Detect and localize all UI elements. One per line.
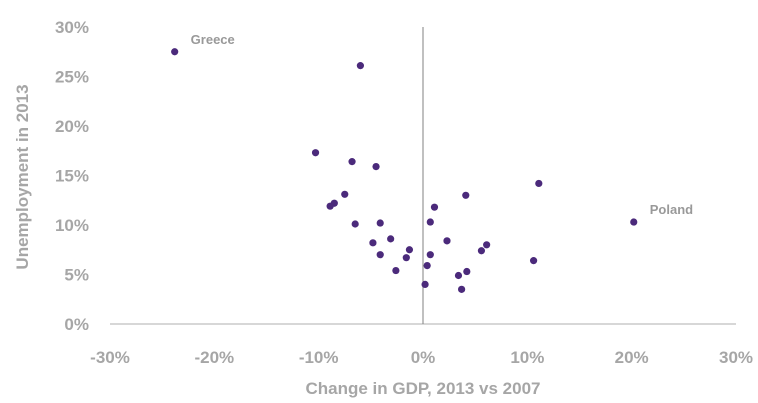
data-point	[311, 149, 320, 157]
data-point	[392, 266, 400, 275]
point-annotation: Poland	[650, 202, 693, 217]
data-point	[454, 271, 463, 280]
data-point	[326, 202, 334, 210]
data-point	[529, 257, 538, 265]
data-point	[421, 280, 429, 288]
data-point	[171, 48, 179, 56]
data-point	[462, 191, 470, 199]
data-point	[402, 254, 410, 262]
axes-group: 0% 5% 10% 15% 20% 25% 30% -30% -20% -10% 0% 10% 20% 3…	[55, 18, 753, 367]
data-point	[458, 285, 466, 293]
points-group	[171, 48, 638, 293]
y-tick-label: 15%	[55, 167, 89, 186]
y-tick-label: 30%	[55, 18, 89, 37]
x-tick-label: 0%	[411, 348, 436, 367]
data-point	[443, 237, 451, 245]
data-point	[341, 190, 349, 198]
data-point	[372, 162, 380, 171]
x-axis-title: Change in GDP, 2013 vs 2007	[306, 379, 541, 398]
y-axis-title: Unemployment in 2013	[13, 84, 32, 269]
data-point	[376, 219, 384, 227]
data-point	[376, 251, 384, 259]
data-point	[535, 179, 543, 188]
y-tick-label: 0%	[64, 315, 89, 334]
x-tick-label: 20%	[615, 348, 649, 367]
data-point	[348, 158, 356, 166]
y-tick-label: 10%	[55, 216, 89, 235]
y-tick-label: 5%	[64, 266, 89, 285]
data-point	[463, 267, 471, 276]
y-tick-label: 25%	[55, 68, 89, 87]
data-point	[387, 235, 395, 243]
x-tick-label: 10%	[510, 348, 544, 367]
data-point	[423, 261, 431, 270]
data-point	[477, 247, 486, 255]
data-point	[351, 220, 359, 228]
data-point	[426, 251, 434, 259]
data-point	[483, 241, 491, 249]
data-point	[356, 62, 364, 70]
x-tick-label: 30%	[719, 348, 753, 367]
x-tick-label: -30%	[90, 348, 130, 367]
data-point	[369, 239, 377, 247]
point-annotation: Greece	[191, 32, 235, 47]
x-tick-label: -10%	[299, 348, 339, 367]
y-tick-label: 20%	[55, 117, 89, 136]
data-point	[405, 246, 414, 254]
labels-group: Greece Poland	[191, 32, 693, 217]
data-point	[630, 218, 638, 226]
data-point	[426, 218, 434, 226]
data-point	[430, 203, 439, 211]
x-tick-label: -20%	[194, 348, 234, 367]
